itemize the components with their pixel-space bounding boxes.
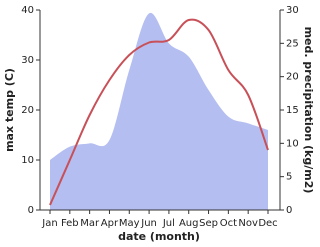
- x-tick-label: Jul: [162, 218, 175, 229]
- x-tick-label: Dec: [258, 218, 277, 229]
- x-tick-label: Jun: [140, 218, 157, 229]
- x-axis-title: date (month): [118, 230, 200, 243]
- x-tick-label: Sep: [199, 218, 218, 229]
- y2-axis-title: med. precipitation (kg/m2): [302, 27, 315, 194]
- temp-line: [49, 18, 269, 206]
- y2-tick-label: 30: [286, 5, 299, 16]
- y2-tick-label: 20: [286, 72, 299, 83]
- y-axis-title: max temp (C): [3, 68, 16, 152]
- y2-tick-label: 25: [286, 38, 299, 49]
- x-tick-label: Oct: [220, 218, 237, 229]
- x-tick-label: Nov: [238, 218, 258, 229]
- x-tick-label: Mar: [80, 218, 100, 229]
- y-tick-label: 20: [21, 105, 34, 116]
- y-tick-label: 10: [21, 155, 34, 166]
- y2-tick-label: 5: [286, 172, 292, 183]
- x-tick-label: May: [119, 218, 140, 229]
- y2-tick-label: 10: [286, 138, 299, 149]
- precipitation-area: [50, 12, 268, 211]
- y-tick-label: 0: [28, 205, 34, 216]
- x-tick-label: Jan: [41, 218, 57, 229]
- x-tick-label: Aug: [179, 218, 199, 229]
- y-tick-label: 30: [21, 55, 34, 66]
- y2-tick-label: 0: [286, 205, 292, 216]
- x-tick-label: Feb: [61, 218, 79, 229]
- y2-tick-label: 15: [286, 105, 299, 116]
- y-tick-label: 40: [21, 5, 34, 16]
- x-tick-label: Apr: [101, 218, 119, 229]
